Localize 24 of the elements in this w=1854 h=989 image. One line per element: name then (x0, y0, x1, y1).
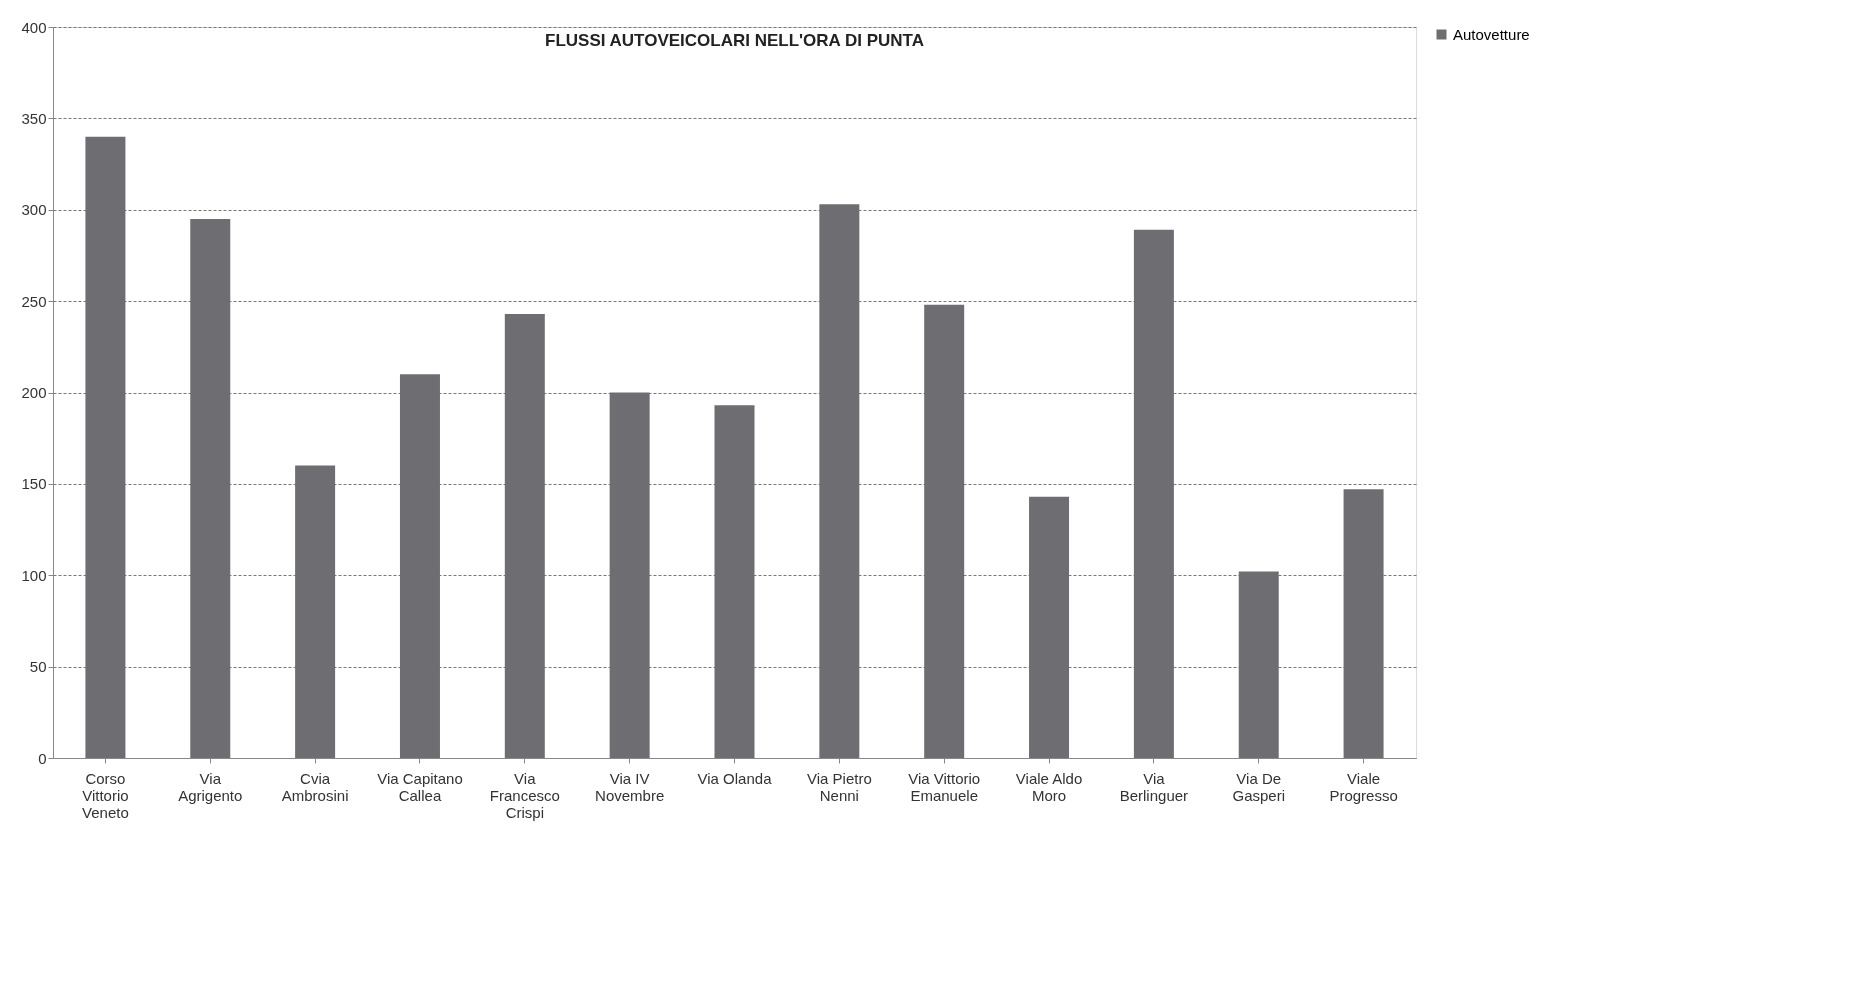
y-tick-label: 0 (38, 749, 47, 767)
y-tick-label: 350 (21, 109, 47, 127)
x-tick-label: Via Olanda (697, 769, 773, 787)
x-tick-label: Cvia Ambrosini (281, 769, 349, 804)
x-tick-label: Viale Progresso (1329, 769, 1398, 804)
y-tick-label: 50 (29, 658, 47, 676)
y-tick-label: 100 (21, 566, 47, 584)
y-tick-label: 250 (21, 292, 47, 310)
x-tick-label: Viale Aldo Moro (1015, 769, 1083, 804)
legend-label: Autovetture (1453, 25, 1530, 43)
x-tick-label: Corso Vittorio Veneto (82, 769, 129, 821)
x-tick-label: Via Berlinguer (1119, 769, 1189, 804)
y-tick-label: 200 (21, 384, 47, 401)
y-tick-label: 400 (21, 18, 47, 36)
x-tick-label: Via Agrigento (178, 769, 243, 804)
x-tick-label: Via Pietro Nenni (806, 769, 872, 804)
x-tick-label: Via De Gasperi (1232, 769, 1285, 804)
x-tick-label: Via Vittorio Emanuele (908, 769, 981, 804)
x-tick-label: Via Capitano Callea (377, 769, 463, 804)
chart-title: FLUSSI AUTOVEICOLARI NELL'ORA DI PUNTA (545, 31, 924, 50)
y-tick-label: 300 (21, 201, 47, 219)
x-tick-label: Via Francesco Crispi (489, 769, 560, 821)
y-tick-label: 150 (21, 475, 47, 493)
x-tick-label: Via IV Novembre (595, 769, 665, 804)
